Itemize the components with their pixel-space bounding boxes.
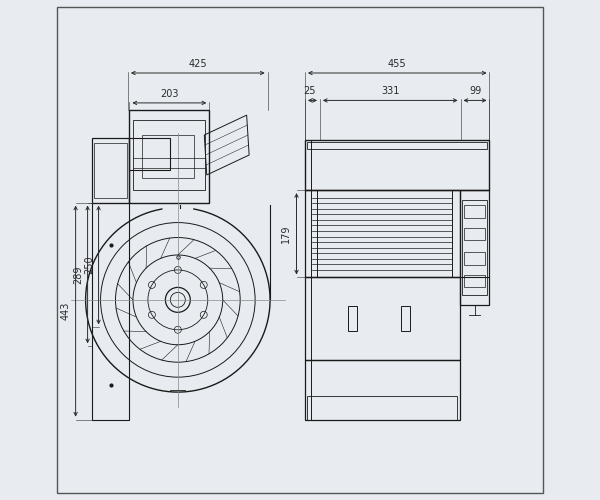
Bar	[305, 190, 460, 278]
Bar	[464, 275, 485, 287]
Bar	[92, 138, 130, 202]
Text: 425: 425	[188, 59, 207, 69]
Bar	[348, 306, 357, 331]
Bar	[305, 360, 460, 420]
Text: 203: 203	[160, 89, 179, 99]
Bar	[130, 138, 170, 170]
Bar	[307, 142, 487, 150]
Bar	[92, 202, 130, 420]
Text: 99: 99	[469, 86, 481, 97]
Bar	[305, 140, 490, 190]
Text: 250: 250	[85, 256, 95, 274]
Text: 289: 289	[74, 265, 83, 283]
Bar	[94, 143, 127, 198]
Text: 455: 455	[388, 59, 407, 69]
Text: 25: 25	[304, 86, 316, 97]
Bar	[307, 396, 457, 419]
Bar	[462, 200, 487, 295]
Text: 331: 331	[381, 86, 400, 97]
Bar	[133, 120, 205, 190]
Bar	[130, 110, 209, 202]
Bar	[464, 205, 485, 218]
Bar	[142, 136, 194, 177]
Bar	[464, 252, 485, 265]
Text: 179: 179	[281, 224, 291, 243]
Text: 443: 443	[61, 302, 71, 320]
Bar	[460, 190, 490, 305]
Bar	[464, 228, 485, 240]
Bar	[305, 278, 460, 359]
Bar	[401, 306, 410, 331]
